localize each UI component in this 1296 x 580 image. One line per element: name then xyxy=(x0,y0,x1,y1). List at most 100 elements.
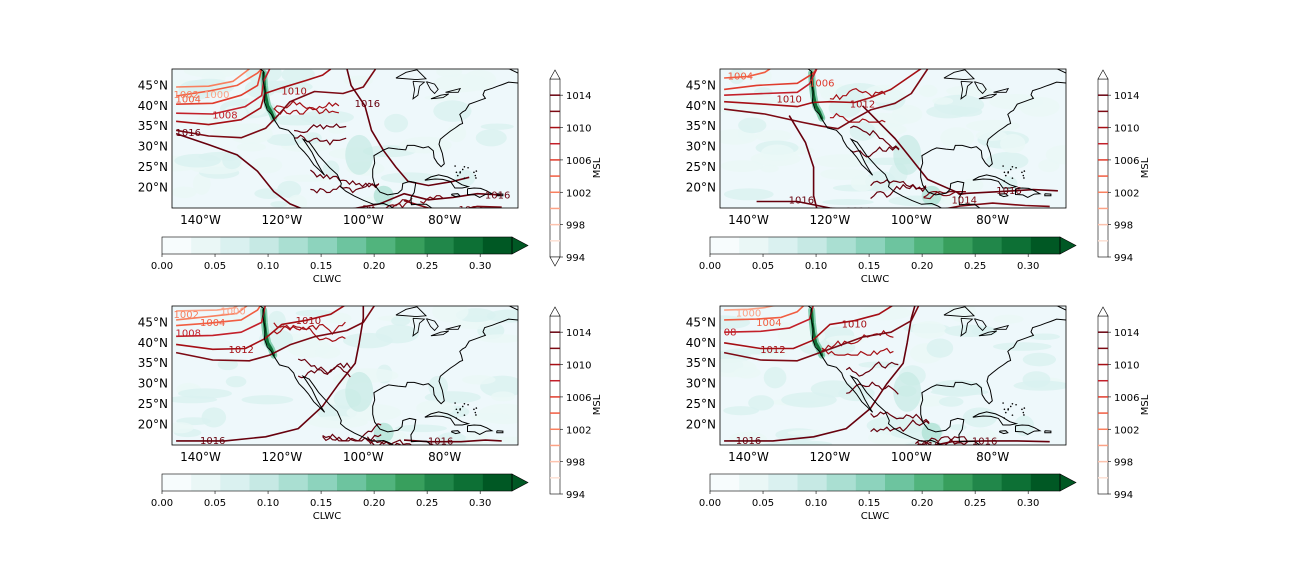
msl-tick-label: 1002 xyxy=(566,188,591,199)
clwc-colorbar-swatch xyxy=(395,474,425,491)
clwc-tick-label: 0.25 xyxy=(416,498,438,509)
clwc-colorbar-swatch xyxy=(249,237,280,254)
clwc-patch xyxy=(930,388,989,396)
clwc-patch xyxy=(206,313,247,332)
clwc-tick-label: 0.25 xyxy=(964,261,986,272)
clwc-colorbar-swatch xyxy=(191,474,221,491)
clwc-colorbar-swatch xyxy=(914,474,944,491)
lon-tick-label: 80°W xyxy=(428,450,461,464)
lon-tick-label: 140°W xyxy=(180,450,221,464)
clwc-colorbar-frame xyxy=(161,236,513,255)
contour-label: 1000 xyxy=(204,90,229,101)
msl-tick-label: 998 xyxy=(1114,458,1133,469)
clwc-colorbar-frame xyxy=(161,473,513,492)
island-outline xyxy=(451,193,461,198)
lat-tick-label: 25°N xyxy=(138,160,168,174)
clwc-patch xyxy=(432,306,469,323)
clwc-patch xyxy=(399,136,452,154)
clwc-patch xyxy=(380,172,439,184)
clwc-patch xyxy=(756,96,795,104)
clwc-colorbar-swatch xyxy=(249,474,280,491)
msl-isobar xyxy=(176,306,365,442)
clwc-patch xyxy=(446,124,467,143)
bahamas-island xyxy=(1021,408,1023,411)
contour-label: 1016 xyxy=(428,436,453,447)
contour-label: 1016 xyxy=(996,186,1021,197)
lon-tick-label: 100°W xyxy=(343,213,384,227)
msl-isobar xyxy=(846,381,899,395)
clwc-tick-label: 0.10 xyxy=(805,261,827,272)
clwc-colorbar-swatch xyxy=(424,474,455,491)
clwc-patch xyxy=(491,391,516,402)
msl-isobar xyxy=(829,112,886,123)
bahamas-island xyxy=(1002,165,1004,167)
bahamas-island xyxy=(463,402,466,405)
clwc-patch xyxy=(183,69,243,78)
lake-outline xyxy=(974,81,987,95)
lat-tick-label: 20°N xyxy=(686,181,716,195)
clwc-colorbar-swatch xyxy=(855,474,886,491)
clwc-patch xyxy=(172,395,218,404)
lat-tick-label: 40°N xyxy=(686,99,716,113)
clwc-patch xyxy=(783,440,833,445)
clwc-patch xyxy=(748,395,775,411)
clwc-colorbar-swatch xyxy=(220,237,250,254)
clwc-colorbar-swatch xyxy=(337,474,367,491)
msl-colorbar: 994 998 1002 1006 1010 1014 MSL xyxy=(1097,306,1151,501)
lon-tick-label: 80°W xyxy=(976,213,1009,227)
clwc-colorbar-swatch xyxy=(278,474,309,491)
contour-label: 1014 xyxy=(952,196,977,207)
clwc-patch xyxy=(328,126,346,134)
lon-tick-label: 100°W xyxy=(343,450,384,464)
contour-label: 1012 xyxy=(850,100,875,111)
clwc-tick-label: 0.00 xyxy=(699,498,721,509)
clwc-colorbar-swatch xyxy=(162,474,192,491)
contour-label: 1008 xyxy=(176,328,201,339)
bahamas-island xyxy=(473,171,475,174)
clwc-patch xyxy=(251,157,283,174)
msl-isobar xyxy=(403,199,502,208)
bahamas-island xyxy=(474,174,477,177)
clwc-patch xyxy=(723,406,759,416)
clwc-patch xyxy=(201,407,227,428)
msl-isobar xyxy=(175,69,263,97)
msl-tick-label: 1010 xyxy=(1114,361,1139,372)
bahamas-island xyxy=(456,411,459,414)
msl-tick-label: 1010 xyxy=(566,124,591,135)
bahamas-island xyxy=(1007,171,1009,174)
clwc-patch xyxy=(475,129,507,147)
clwc-tick-label: 0.20 xyxy=(911,261,933,272)
msl-isobar xyxy=(297,362,351,379)
lat-tick-label: 35°N xyxy=(686,356,716,370)
clwc-patch xyxy=(760,164,779,173)
lat-tick-label: 40°N xyxy=(138,336,168,350)
map-panel: 1004 1006 1010 1012 1016 1014 1014 1016 20°N 25°N… xyxy=(686,68,1151,285)
clwc-patch xyxy=(395,424,447,433)
msl-tick-label: 1010 xyxy=(1114,124,1139,135)
lat-tick-label: 25°N xyxy=(686,160,716,174)
map-frame xyxy=(719,68,1067,209)
clwc-patch xyxy=(948,306,976,323)
bahamas-island xyxy=(1015,403,1017,406)
msl-isobar xyxy=(176,69,250,88)
lat-tick-label: 25°N xyxy=(138,397,168,411)
lon-tick-label: 80°W xyxy=(428,213,461,227)
lake-outline xyxy=(430,93,450,100)
clwc-tick-label: 0.05 xyxy=(204,261,226,272)
clwc-patch xyxy=(755,129,793,143)
bahamas-island xyxy=(463,177,466,179)
msl-isobar xyxy=(175,306,346,351)
clwc-colorbar-swatch xyxy=(855,237,886,254)
lon-tick-label: 140°W xyxy=(180,213,221,227)
bahamas-island xyxy=(1021,171,1023,174)
island-outline xyxy=(1044,193,1052,197)
msl-colorbar-frame xyxy=(1097,315,1109,495)
clwc-patch xyxy=(172,422,194,434)
bahamas-island xyxy=(467,403,469,406)
lat-tick-label: 40°N xyxy=(138,99,168,113)
bahamas-island xyxy=(1023,170,1026,172)
clwc-tick-label: 0.30 xyxy=(1017,261,1039,272)
msl-isobar xyxy=(176,69,271,115)
